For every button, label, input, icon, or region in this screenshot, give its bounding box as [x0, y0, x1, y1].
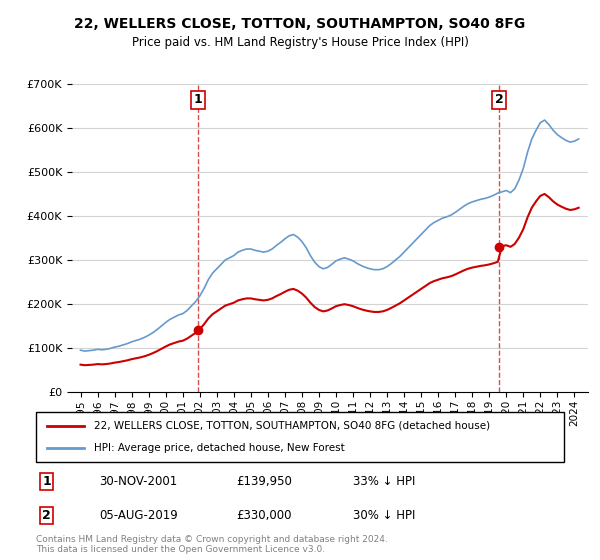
Text: 05-AUG-2019: 05-AUG-2019 [100, 508, 178, 522]
Text: 2: 2 [495, 93, 503, 106]
Text: 1: 1 [194, 93, 203, 106]
Text: £330,000: £330,000 [236, 508, 292, 522]
Text: 1: 1 [42, 475, 51, 488]
Text: 33% ↓ HPI: 33% ↓ HPI [353, 475, 415, 488]
Text: 22, WELLERS CLOSE, TOTTON, SOUTHAMPTON, SO40 8FG (detached house): 22, WELLERS CLOSE, TOTTON, SOUTHAMPTON, … [94, 421, 490, 431]
Text: 2: 2 [42, 508, 51, 522]
Text: Price paid vs. HM Land Registry's House Price Index (HPI): Price paid vs. HM Land Registry's House … [131, 36, 469, 49]
Text: 30-NOV-2001: 30-NOV-2001 [100, 475, 178, 488]
Text: Contains HM Land Registry data © Crown copyright and database right 2024.
This d: Contains HM Land Registry data © Crown c… [36, 535, 388, 554]
FancyBboxPatch shape [36, 412, 564, 462]
Text: 30% ↓ HPI: 30% ↓ HPI [353, 508, 415, 522]
Text: HPI: Average price, detached house, New Forest: HPI: Average price, detached house, New … [94, 443, 345, 453]
Text: 22, WELLERS CLOSE, TOTTON, SOUTHAMPTON, SO40 8FG: 22, WELLERS CLOSE, TOTTON, SOUTHAMPTON, … [74, 17, 526, 31]
Text: £139,950: £139,950 [236, 475, 293, 488]
